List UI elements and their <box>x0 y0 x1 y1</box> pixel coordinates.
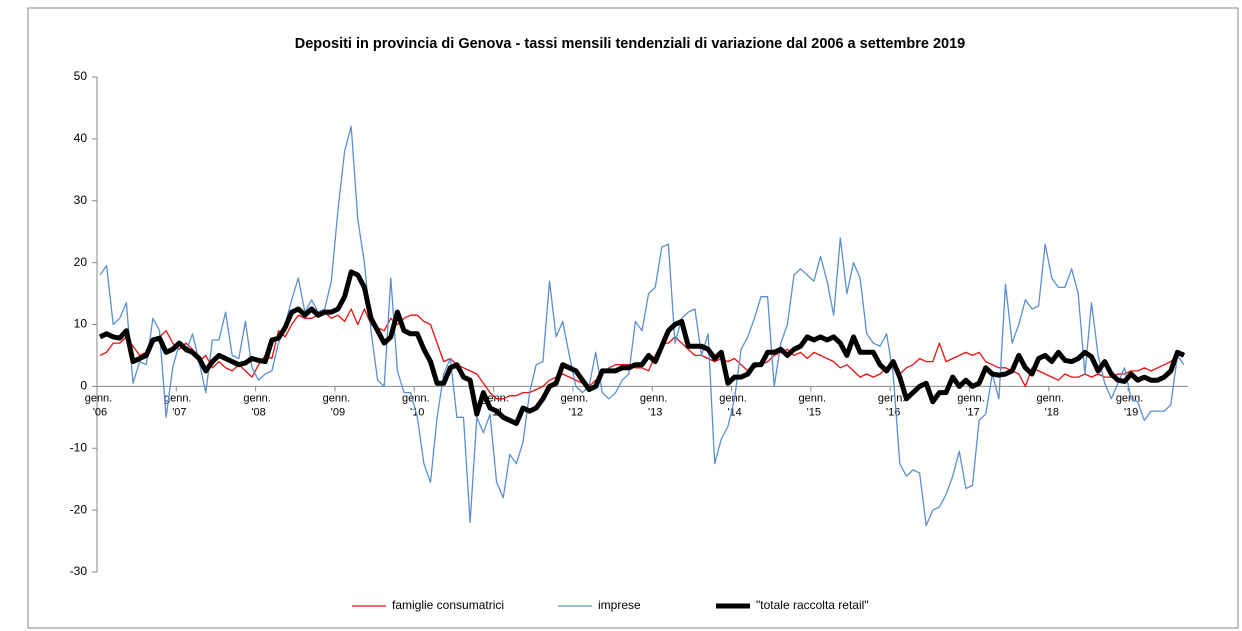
series-line <box>98 269 1186 426</box>
x-tick-label: genn. '09 <box>323 392 354 418</box>
x-tick-label: genn. '12 <box>561 392 592 418</box>
x-tick-label: genn. '06 <box>85 392 116 418</box>
y-tick-label: 10 <box>74 317 88 331</box>
y-tick-label: 50 <box>74 69 88 83</box>
x-tick-label: genn. '17 <box>957 392 988 418</box>
x-tick-label: genn. '08 <box>243 392 274 418</box>
y-tick-label: -20 <box>70 502 88 516</box>
chart-frame <box>27 7 1239 629</box>
legend-label: "totale raccolta retail" <box>756 598 869 612</box>
x-tick-label: genn. '10 <box>402 392 433 418</box>
x-tick-label: genn. '13 <box>640 392 671 418</box>
y-tick-label: 40 <box>74 131 88 145</box>
y-tick-label: -10 <box>70 440 88 454</box>
legend-label: imprese <box>598 598 641 612</box>
chart-title: Depositi in provincia di Genova - tassi … <box>295 36 965 52</box>
legend-label: famiglie consumatrici <box>392 598 504 612</box>
y-tick-label: 30 <box>74 193 88 207</box>
x-tick-label: genn. '18 <box>1037 392 1068 418</box>
x-tick-label: genn. '15 <box>799 392 830 418</box>
y-tick-label: 0 <box>80 379 87 393</box>
y-tick-label: 20 <box>74 255 88 269</box>
y-tick-label: -30 <box>70 564 88 578</box>
x-tick-label: genn. '07 <box>164 392 195 418</box>
